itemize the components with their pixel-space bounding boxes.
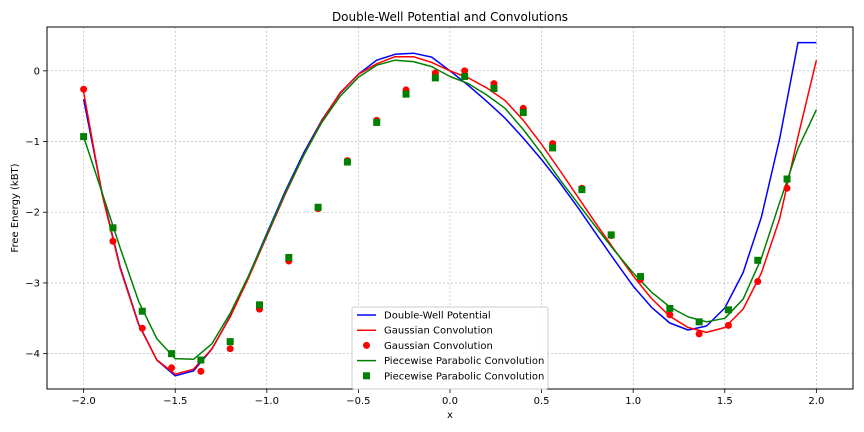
- scatter-point-circle: [666, 311, 674, 319]
- scatter-point-square: [80, 133, 88, 141]
- y-tick-label: 0: [34, 66, 40, 77]
- y-tick-label: −2: [25, 208, 40, 219]
- scatter-point-circle: [80, 85, 88, 93]
- legend-label: Piecewise Parabolic Convolution: [384, 371, 544, 382]
- x-tick-label: 0.5: [534, 396, 550, 407]
- scatter-point-square: [168, 350, 176, 358]
- scatter-point-square: [519, 109, 527, 117]
- scatter-point-square: [695, 318, 703, 326]
- scatter-point-square: [637, 273, 645, 281]
- x-tick-label: −0.5: [346, 396, 370, 407]
- scatter-point-square: [402, 90, 410, 98]
- x-tick-label: 2.0: [808, 396, 824, 407]
- scatter-point-square: [109, 224, 117, 232]
- y-axis-label: Free Energy (kBT): [10, 163, 21, 252]
- scatter-point-square: [724, 306, 732, 314]
- scatter-point-circle: [783, 184, 791, 192]
- scatter-point-square: [754, 256, 762, 264]
- x-tick-label: −2.0: [71, 396, 95, 407]
- y-tick-label: −3: [25, 278, 40, 289]
- x-tick-label: −1.0: [255, 396, 279, 407]
- plot-series: [80, 41, 818, 377]
- x-tick-label: 0.0: [442, 396, 458, 407]
- scatter-point-circle: [461, 67, 469, 75]
- legend-label: Piecewise Parabolic Convolution: [384, 356, 544, 367]
- scatter-point-square: [197, 356, 205, 364]
- x-tick-label: −1.5: [163, 396, 187, 407]
- scatter-point-square: [343, 158, 351, 166]
- legend: Double-Well Potential Gaussian Convolutio…: [351, 306, 549, 390]
- scatter-point-square: [431, 74, 439, 82]
- axis-ticks: −2.0 −1.5 −1.0 −0.5 0.0 0.5 1.0 1.5 2.0 0 −1 −2 −3 −4: [25, 66, 824, 407]
- scatter-point-circle: [197, 367, 205, 375]
- x-tick-label: 1.0: [625, 396, 641, 407]
- scatter-point-circle: [754, 278, 762, 286]
- legend-swatch-square: [363, 372, 370, 380]
- legend-swatch-circle: [363, 341, 370, 349]
- scatter-point-circle: [226, 345, 234, 353]
- scatter-point-circle: [109, 237, 117, 245]
- scatter-point-square: [373, 118, 381, 126]
- scatter-point-circle: [695, 330, 703, 338]
- chart-title: Double-Well Potential and Convolutions: [332, 10, 568, 24]
- y-tick-label: −4: [25, 349, 40, 360]
- scatter-point-square: [607, 231, 615, 239]
- scatter-point-square: [138, 307, 146, 315]
- series-line-1: [82, 55, 818, 375]
- legend-label: Double-Well Potential: [384, 311, 491, 322]
- scatter-point-square: [255, 301, 263, 309]
- scatter-point-square: [314, 203, 322, 211]
- scatter-point-square: [578, 186, 586, 194]
- scatter-point-square: [783, 175, 791, 183]
- scatter-point-square: [666, 304, 674, 312]
- scatter-point-square: [226, 338, 234, 346]
- x-tick-label: 1.5: [717, 396, 733, 407]
- series-line-3: [82, 59, 818, 361]
- scatter-point-square: [490, 85, 498, 93]
- scatter-point-circle: [724, 321, 732, 329]
- legend-box: [351, 306, 549, 390]
- x-axis-label: x: [447, 410, 453, 421]
- scatter-point-square: [285, 253, 293, 261]
- scatter-point-circle: [138, 324, 146, 332]
- legend-label: Gaussian Convolution: [384, 326, 493, 337]
- y-tick-label: −1: [25, 137, 40, 148]
- scatter-point-square: [461, 72, 469, 80]
- scatter-point-square: [549, 144, 557, 152]
- scatter-point-circle: [168, 364, 176, 372]
- legend-label: Gaussian Convolution: [384, 341, 493, 352]
